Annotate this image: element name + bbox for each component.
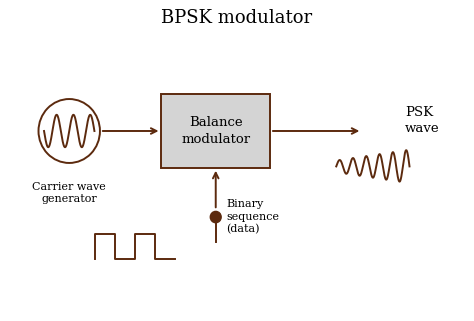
FancyBboxPatch shape [161,94,270,168]
Text: Carrier wave
generator: Carrier wave generator [32,182,106,204]
Text: PSK
wave: PSK wave [405,107,439,135]
Text: BPSK modulator: BPSK modulator [162,9,312,27]
Circle shape [210,212,221,223]
Text: Binary
sequence
(data): Binary sequence (data) [226,199,279,235]
Text: Balance
modulator: Balance modulator [181,116,250,146]
